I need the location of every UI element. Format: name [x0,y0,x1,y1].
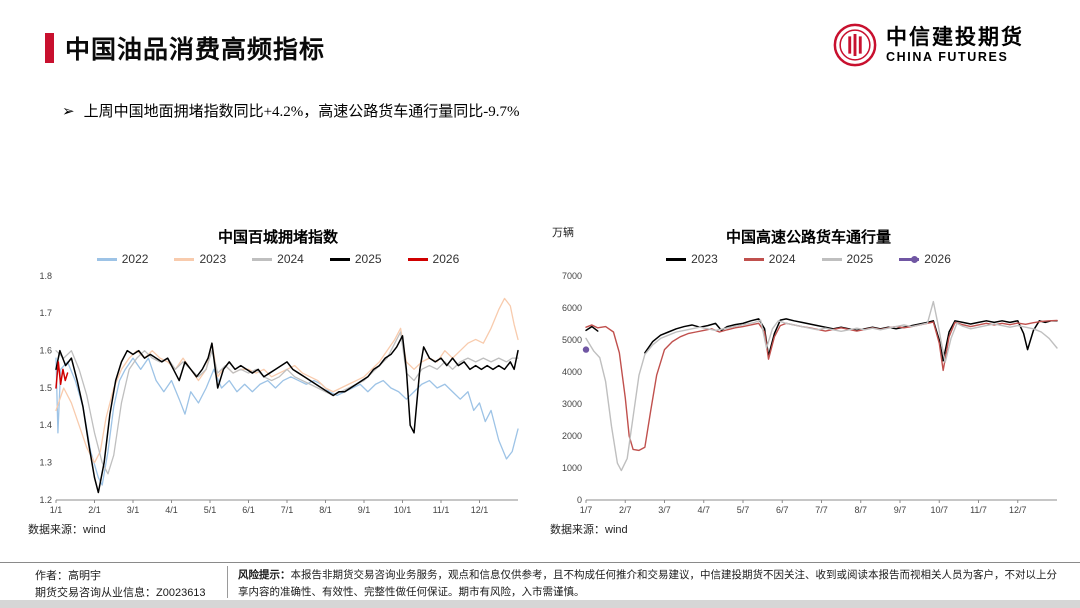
svg-text:3/7: 3/7 [658,505,671,515]
title-accent-bar [45,33,54,63]
congestion-chart-plot: 1.2 1.3 1.4 1.5 1.6 1.7 1.8 1/1 2/1 3/1 4/1 5/1 6/1 7… [39,271,519,515]
page-title: 中国油品消费高频指标 [65,36,326,64]
svg-text:5000: 5000 [562,335,582,345]
svg-text:3000: 3000 [562,399,582,409]
legend-swatch [821,257,842,261]
svg-text:7/7: 7/7 [815,505,828,515]
key-point-text: 上周中国地面拥堵指数同比+4.2%，高速公路货车通行量同比-9.7% [83,104,520,120]
legend-swatch [743,257,764,261]
svg-text:4/1: 4/1 [165,505,178,515]
svg-text:1.3: 1.3 [39,458,52,468]
truck-chart-unit-label: 万辆 [552,227,574,239]
congestion-chart-title: 中国百城拥堵指数 [217,229,338,246]
legend-item-2022: 2022 [96,252,149,266]
legend-swatch [252,257,273,261]
legend-item-2024: 2024 [743,252,796,266]
legend-dot-marker [911,255,919,263]
legend-item-2023: 2023 [666,252,718,266]
truck-chart-title: 中国高速公路货车通行量 [725,229,891,246]
legend-label: 2026 [924,252,951,266]
company-logo-text: 中信建投期货 CHINA FUTURES [886,26,1024,65]
svg-text:10/1: 10/1 [394,505,412,515]
svg-text:8/7: 8/7 [854,505,867,515]
footer-risk-block: 风险提示：本报告非期货交易咨询业务服务，观点和信息仅供参考，且不构成任何推介和交… [228,563,1080,601]
bullet-arrow-icon: ➢ [62,104,75,120]
svg-text:3/1: 3/1 [127,505,140,515]
legend-label: 2022 [121,252,149,266]
company-logo-icon [833,23,877,67]
legend-item-2023: 2023 [174,252,226,266]
company-logo: 中信建投期货 CHINA FUTURES [832,22,1024,68]
svg-text:6000: 6000 [562,303,582,313]
legend-swatch [174,257,195,261]
legend-label: 2024 [277,252,304,266]
svg-text:2/1: 2/1 [88,505,101,515]
footer: 作者：高明宇 期货交易咨询从业信息：Z0023613 风险提示：本报告非期货交易… [0,562,1080,601]
legend-swatch [329,257,350,261]
legend-label: 2023 [199,252,227,266]
svg-text:1.7: 1.7 [39,308,52,318]
svg-text:8/1: 8/1 [319,505,332,515]
svg-text:4000: 4000 [562,367,582,377]
svg-text:11/7: 11/7 [970,505,987,515]
congestion-chart-source: 数据来源：wind [28,524,106,536]
truck-chart-legend: 2023 2024 2025 2026 [550,250,1067,268]
svg-text:2000: 2000 [562,431,582,441]
svg-text:11/1: 11/1 [433,505,450,515]
legend-swatch [899,257,920,261]
company-name-cn: 中信建投期货 [886,25,1024,49]
legend-item-2026: 2026 [899,252,951,266]
footer-divider [227,566,228,598]
svg-text:2/7: 2/7 [619,505,632,515]
svg-text:12/1: 12/1 [471,505,489,515]
legend-item-2026: 2026 [407,252,460,266]
svg-text:1.4: 1.4 [39,420,52,430]
svg-text:4/7: 4/7 [697,505,710,515]
svg-text:10/7: 10/7 [930,505,948,515]
svg-text:1.5: 1.5 [39,383,52,393]
svg-text:5/1: 5/1 [204,505,217,515]
company-name-en: CHINA FUTURES [886,49,1009,64]
legend-label: 2026 [432,252,460,266]
svg-text:9/7: 9/7 [894,505,907,515]
legend-label: 2025 [846,252,874,266]
key-point-bullet: ➢ 上周中国地面拥堵指数同比+4.2%，高速公路货车通行量同比-9.7% [62,100,520,121]
svg-text:1.6: 1.6 [39,346,52,356]
footer-author: 作者：高明宇 [35,570,101,582]
legend-swatch [96,257,117,261]
bottom-strip [0,600,1080,608]
svg-text:6/7: 6/7 [776,505,789,515]
page-header: 中国油品消费高频指标 [45,30,325,66]
footer-risk-label: 风险提示： [238,569,291,581]
svg-text:0: 0 [577,495,582,505]
legend-item-2025: 2025 [329,252,382,266]
svg-text:9/1: 9/1 [358,505,371,515]
svg-text:1/1: 1/1 [50,505,63,515]
legend-label: 2023 [691,252,718,266]
truck-chart-plot: 0 1000 2000 3000 4000 5000 6000 7000 1/7 2/7 3/7 4/… [562,271,1058,515]
svg-text:1.2: 1.2 [39,495,52,505]
congestion-index-chart: 中国百城拥堵指数 2022 2023 2024 2025 2026 1.2 1.3 1.4 1… [28,226,528,537]
svg-text:7/1: 7/1 [281,505,294,515]
truck-traffic-chart: 万辆 中国高速公路货车通行量 2023 2024 2025 2026 0 1000 200… [550,226,1067,537]
footer-author-block: 作者：高明宇 期货交易咨询从业信息：Z0023613 [0,563,227,601]
svg-text:1.8: 1.8 [39,271,52,281]
congestion-chart-legend: 2022 2023 2024 2025 2026 [28,250,528,268]
svg-text:7000: 7000 [562,271,582,281]
svg-text:1/7: 1/7 [580,505,593,515]
legend-item-2025: 2025 [821,252,874,266]
truck-chart-source: 数据来源：wind [550,524,628,536]
svg-text:12/7: 12/7 [1009,505,1027,515]
legend-label: 2024 [768,252,796,266]
svg-text:1000: 1000 [562,463,582,473]
svg-text:5/7: 5/7 [737,505,750,515]
svg-text:6/1: 6/1 [242,505,255,515]
footer-risk-text: 本报告非期货交易咨询业务服务，观点和信息仅供参考，且不构成任何推介和交易建议，中… [238,569,1057,598]
legend-item-2024: 2024 [252,252,304,266]
footer-license: 期货交易咨询从业信息：Z0023613 [35,586,206,599]
legend-swatch [407,257,428,261]
legend-label: 2025 [354,252,382,266]
legend-swatch [666,257,687,261]
